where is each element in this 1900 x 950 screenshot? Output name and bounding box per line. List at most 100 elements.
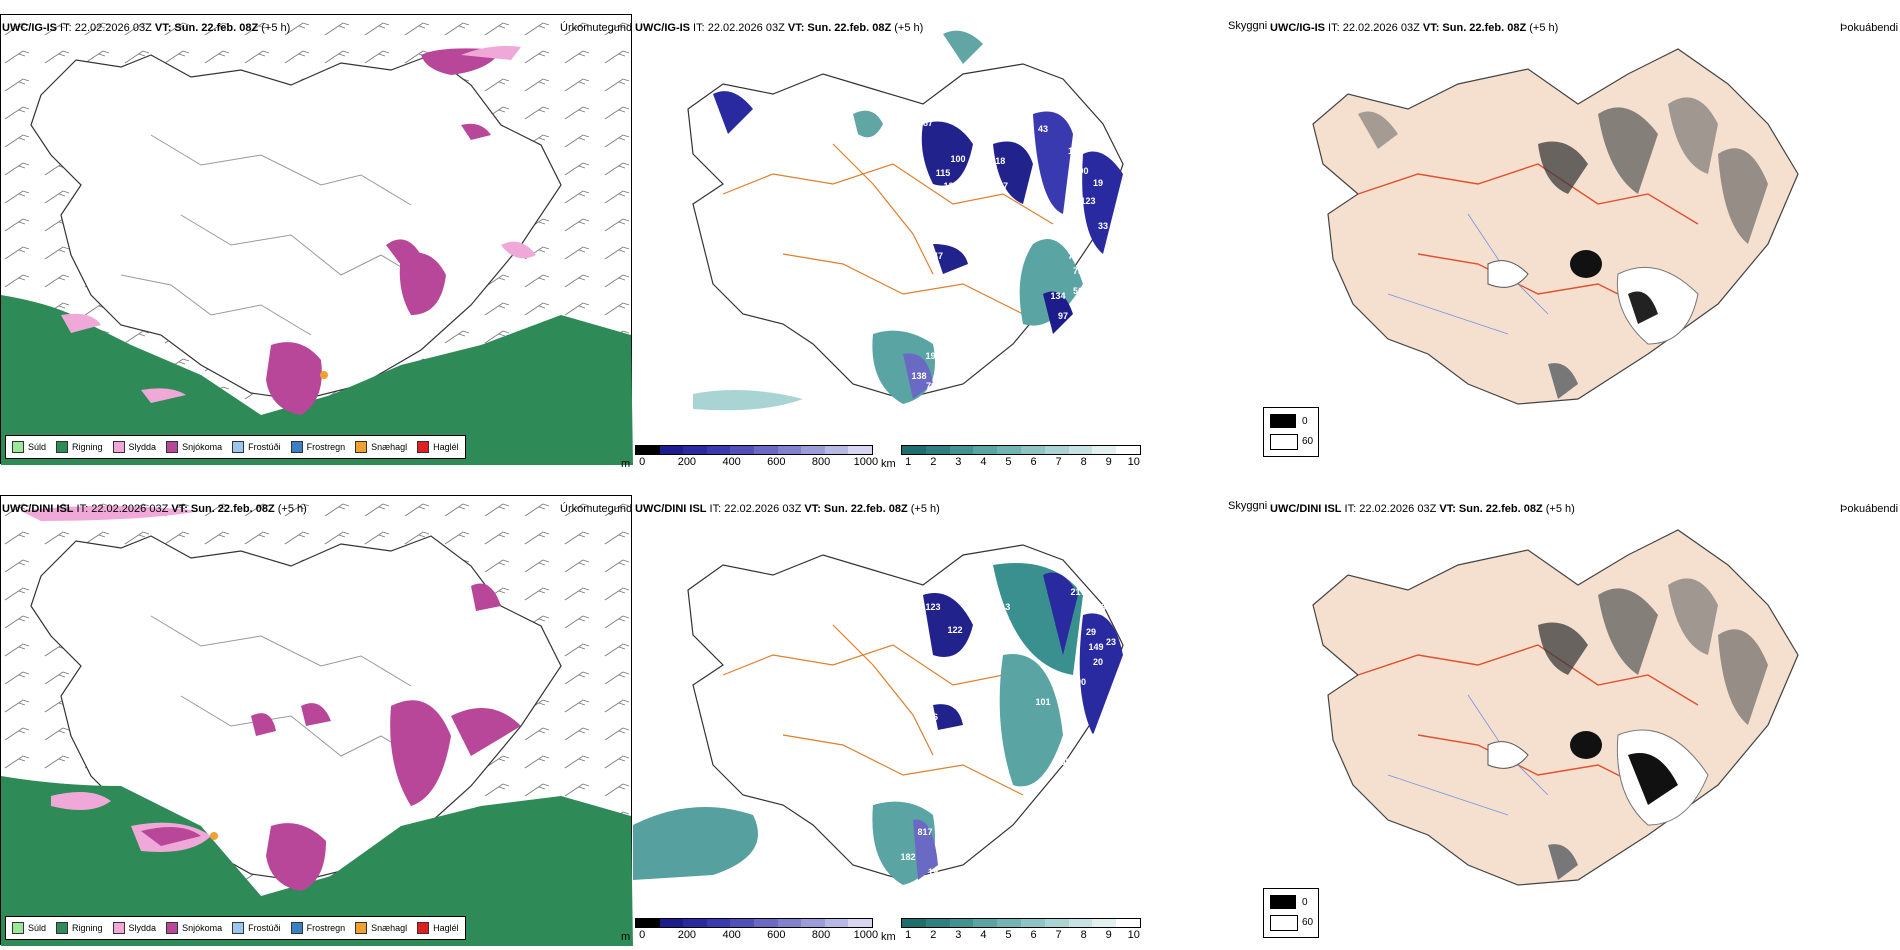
ceiling-value: 73 <box>1073 266 1083 276</box>
ceiling-value: 97 <box>1058 311 1068 321</box>
ceiling-value: 115 <box>936 168 951 178</box>
ceiling-value: 87 <box>998 181 1008 191</box>
colorbar-tick: 2 <box>930 929 937 941</box>
precip-name-top: Úrkomutegund <box>560 22 633 34</box>
colorbar-swatch <box>1020 446 1045 454</box>
ceiling-value: 200 <box>1073 166 1088 176</box>
ceiling-value: 182 <box>900 852 915 862</box>
colorbar-swatch <box>997 446 1021 454</box>
colorbar-swatch <box>949 919 974 927</box>
ceiling-value: 82 <box>986 637 996 647</box>
colorbar-tick: 9 <box>1105 456 1112 468</box>
ceiling-value: 101 <box>1035 697 1050 707</box>
precip-title-top: UWC/IG-IS IT: 22.02.2026 03Z VT: Sun. 22… <box>2 22 291 34</box>
legend-item-3: Snjókoma <box>166 441 222 453</box>
precip-name-bottom: Úrkomutegund <box>560 503 633 515</box>
ceiling-value: 123 <box>943 181 958 191</box>
legend-item-1: Rigning <box>56 922 103 934</box>
legend-label: Haglél <box>433 923 459 933</box>
colorbar-tick: 5 <box>1005 929 1012 941</box>
legend-swatch <box>56 922 69 934</box>
colorbar-tick: 10 <box>1127 456 1140 468</box>
legend-swatch <box>232 441 245 453</box>
colorbar-swatch <box>801 919 825 927</box>
ceiling-value: 174 <box>1045 812 1060 822</box>
ceiling-name-top: Skyggni <box>1228 20 1268 32</box>
precip-title-bottom: UWC/DINI ISL IT: 22.02.2026 03Z VT: Sun.… <box>2 503 307 515</box>
colorbar-swatch <box>1116 919 1140 927</box>
colorbar-swatch <box>1092 919 1117 927</box>
ceiling-value: 56 <box>1073 286 1083 296</box>
ceiling-value: 69 <box>900 231 910 241</box>
colorbar-swatch <box>824 446 849 454</box>
colorbar-swatch <box>973 919 998 927</box>
legend-label: Rigning <box>72 442 103 452</box>
visibility-colorbar-bottom: 1 2 3 4 5 6 7 8 9 10 km <box>881 918 1141 943</box>
legend-item-5: Frostregn <box>290 441 346 453</box>
ceiling-value: 54 <box>1088 118 1098 128</box>
colorbar-swatch <box>636 919 660 927</box>
legend-label: Snjókoma <box>182 442 223 452</box>
legend-swatch <box>12 441 24 453</box>
ceiling-title-top: UWC/IG-IS IT: 22.02.2026 03Z VT: Sun. 22… <box>635 22 924 34</box>
legend-label: Snæhagl <box>371 923 408 933</box>
colorbar-swatch <box>902 919 926 927</box>
ceiling-value: 89 <box>940 109 950 119</box>
ceiling-value: 83 <box>988 667 998 677</box>
colorbar-swatch <box>777 446 802 454</box>
ceiling-value: 77 <box>1068 251 1078 261</box>
ceiling-value: 817 <box>917 827 932 837</box>
colorbar-tick: 0 <box>639 456 646 468</box>
iceland-outline <box>30 54 562 401</box>
colorbar-swatch <box>1020 919 1045 927</box>
ceiling-value: 116 <box>974 221 989 231</box>
colorbar-tick: 1000 <box>853 929 879 941</box>
colorbar-tick: 5 <box>1005 456 1012 468</box>
ceiling-value: 29 <box>1053 101 1063 111</box>
legend-item-4: Frostúði <box>232 441 281 453</box>
precip-map-top <box>1 15 633 465</box>
ceiling-value: 100 <box>950 154 965 164</box>
ceiling-value: 113 <box>996 602 1011 612</box>
ceiling-value: 134 <box>1050 291 1065 301</box>
legend-label: Slydda <box>128 442 157 452</box>
fog-panel-top <box>1268 14 1900 454</box>
ceiling-value: 81 <box>1088 261 1098 271</box>
legend-item-5: Frostregn <box>290 922 345 934</box>
fog-map-top <box>1312 48 1799 405</box>
legend-swatch <box>290 922 303 934</box>
ceiling-value: 101 <box>1070 722 1085 732</box>
legend-item-6: Snæhagl <box>355 441 407 453</box>
legend-swatch <box>290 441 303 453</box>
colorbar-tick: 8 <box>1080 929 1087 941</box>
legend-item-2: Slydda <box>112 441 157 453</box>
legend-label: Snjókoma <box>182 923 223 933</box>
ceiling-value: 158 <box>1055 757 1070 767</box>
ceiling-value: 86 <box>928 712 938 722</box>
legend-label: Frostregn <box>306 442 346 452</box>
ceiling-value: 90 <box>1076 677 1086 687</box>
ceiling-value: 29 <box>1086 627 1096 637</box>
colorbar-swatch <box>848 919 872 927</box>
ceiling-value: 43 <box>1038 124 1048 134</box>
colorbar-tick: 800 <box>811 929 831 941</box>
colorbar-tick: 4 <box>980 456 987 468</box>
ceiling-value: 260 <box>1043 792 1058 802</box>
legend-label: Haglél <box>433 442 459 452</box>
ceiling-value: 149 <box>1088 642 1103 652</box>
ceiling-value: 104 <box>965 702 980 712</box>
ceiling-value: 123 <box>1080 196 1095 206</box>
legend-swatch <box>166 922 179 934</box>
colorbar-swatch <box>801 446 825 454</box>
colorbar-swatch <box>730 446 754 454</box>
legend-swatch <box>355 922 368 934</box>
legend-item-0: Súld <box>12 922 46 934</box>
legend-item-0: Súld <box>12 441 46 453</box>
precip-legend: Súld Rigning Slydda Snjókoma Frostúði Frostre… <box>5 435 466 459</box>
ceiling-value: 10 <box>1068 146 1078 156</box>
ceiling-value: 138 <box>911 371 926 381</box>
colorbar-tick: 4 <box>980 929 987 941</box>
colorbar-swatch <box>925 446 950 454</box>
precip-legend: Súld Rigning Slydda Snjókoma Frostúði Frostre… <box>5 916 466 940</box>
colorbar-tick: 6 <box>1030 929 1037 941</box>
